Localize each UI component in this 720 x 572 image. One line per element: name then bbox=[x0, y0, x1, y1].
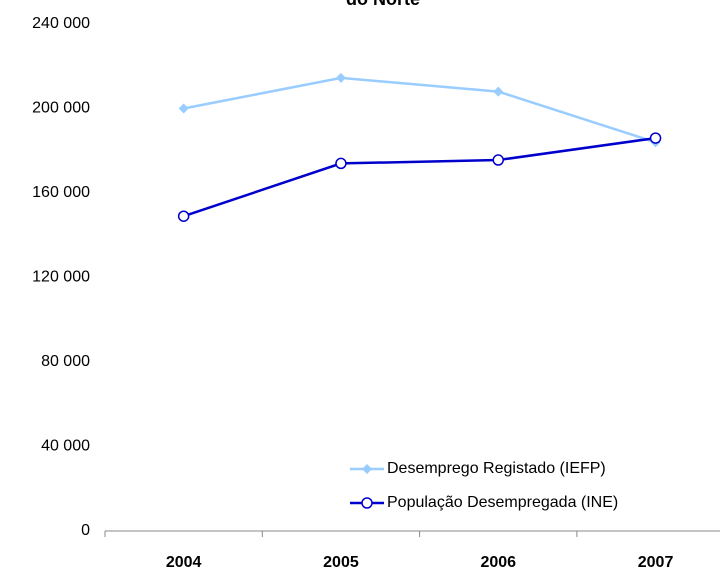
x-tick-label: 2006 bbox=[480, 554, 516, 571]
data-point bbox=[335, 72, 346, 83]
x-tick-label: 2004 bbox=[166, 554, 202, 571]
y-tick-label: 200 000 bbox=[32, 100, 90, 117]
y-tick-label: 80 000 bbox=[41, 353, 90, 370]
legend-label: População Desempregada (INE) bbox=[387, 494, 618, 511]
x-tick-label: 2007 bbox=[638, 554, 674, 571]
data-point bbox=[492, 154, 504, 166]
data-point bbox=[177, 210, 190, 222]
y-tick-label: 40 000 bbox=[41, 438, 90, 455]
y-tick-label: 160 000 bbox=[32, 184, 90, 201]
data-point bbox=[335, 157, 347, 170]
legend-marker bbox=[362, 464, 372, 474]
data-point bbox=[178, 103, 189, 114]
series-line bbox=[183, 76, 656, 144]
y-tick-label: 240 000 bbox=[32, 15, 90, 32]
chart-title: do Norte bbox=[346, 0, 420, 9]
legend-label: Desemprego Registado (IEFP) bbox=[387, 460, 606, 477]
x-tick-label: 2005 bbox=[323, 554, 359, 571]
series-line bbox=[183, 136, 656, 218]
data-point bbox=[493, 86, 504, 97]
y-tick-label: 120 000 bbox=[32, 269, 90, 286]
legend-marker bbox=[361, 497, 373, 509]
y-tick-label: 0 bbox=[81, 522, 90, 539]
data-point bbox=[649, 132, 662, 144]
